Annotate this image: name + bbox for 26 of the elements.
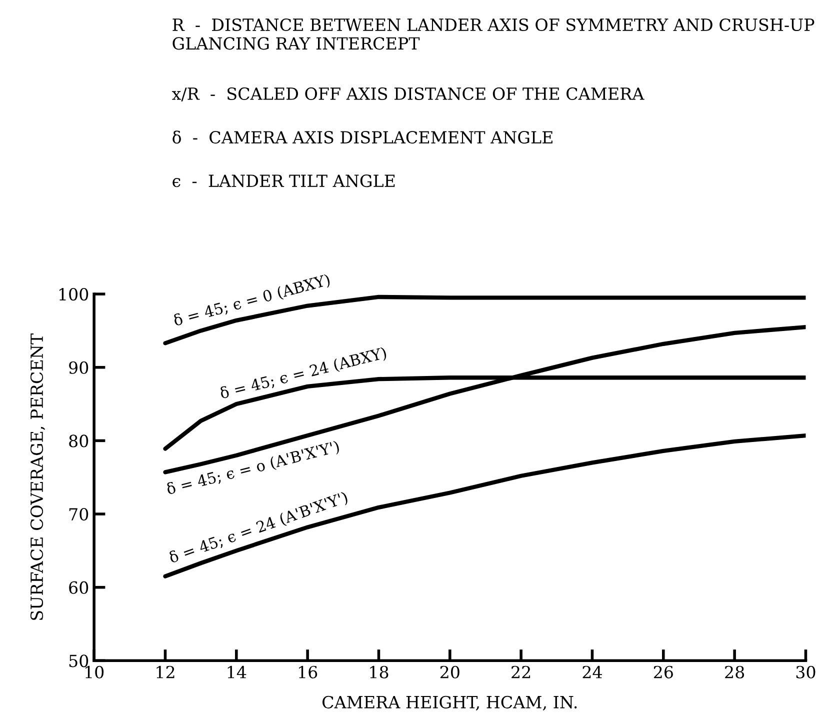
y-tick-label: 60 — [69, 581, 88, 594]
y-tick-label: 70 — [69, 508, 88, 521]
x-tick-label: 12 — [156, 666, 174, 678]
text: x/R - SCALED OFF AXIS DISTANCE OF THE CAMERA — [172, 87, 644, 102]
x-tick-label: 10 — [86, 666, 104, 678]
y-tick-label: 100 — [59, 288, 88, 301]
x-tick-label: 18 — [370, 666, 388, 678]
y-axis-title: SURFACE COVERAGE, PERCENT — [30, 334, 46, 620]
text: R - DISTANCE BETWEEN LANDER AXIS OF SYMMETRY AND CRUSH-UP GLANCING RAY INTERCEPT — [172, 18, 814, 50]
x-tick-label: 16 — [299, 666, 318, 678]
x-tick-label: 22 — [512, 666, 530, 678]
y-tick-label: 50 — [69, 654, 88, 668]
x-tick-label: 14 — [228, 666, 246, 678]
text: δ - CAMERA AXIS DISPLACEMENT ANGLE — [172, 130, 552, 144]
y-tick-label: 80 — [69, 434, 88, 448]
x-tick-label: 28 — [725, 666, 744, 678]
x-tick-label: 20 — [440, 666, 460, 678]
line-series — [163, 433, 806, 578]
text: ϵ - LANDER TILT ANGLE — [172, 174, 395, 188]
y-tick-label: 90 — [69, 361, 88, 374]
x-tick-label: 30 — [796, 666, 816, 678]
text: δ = 45; ϵ = 0 (ABXY) — [172, 273, 331, 328]
x-tick-label: 24 — [582, 666, 602, 678]
x-tick-label: 26 — [654, 666, 673, 678]
text: δ = 45; ϵ = 24 (ABXY) — [219, 346, 388, 402]
x-axis-title: CAMERA HEIGHT, HCAM, IN. — [322, 696, 577, 710]
